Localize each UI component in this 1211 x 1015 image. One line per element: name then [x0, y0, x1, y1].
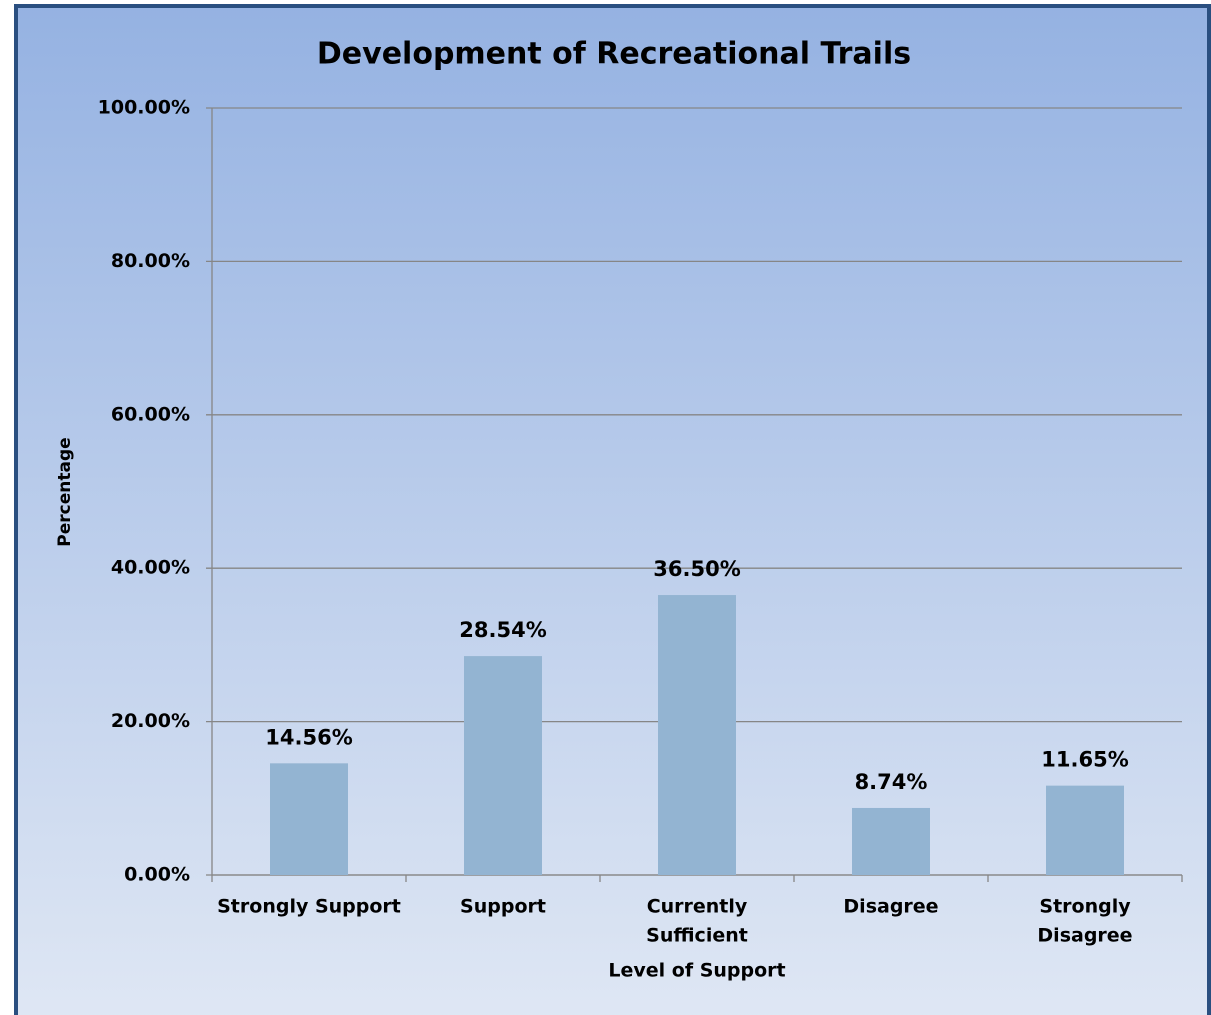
y-tick-label: 40.00%	[111, 557, 190, 579]
x-tick-label: Disagree	[843, 896, 938, 918]
chart-title: Development of Recreational Trails	[317, 37, 911, 72]
x-axis-title: Level of Support	[608, 960, 785, 982]
y-tick-label: 80.00%	[111, 250, 190, 272]
data-label: 8.74%	[855, 770, 928, 794]
x-tick-label: Disagree	[1037, 925, 1132, 947]
data-label: 14.56%	[265, 725, 352, 749]
bar	[658, 595, 736, 875]
bar	[464, 656, 542, 875]
data-label: 36.50%	[653, 557, 740, 581]
bar	[1046, 785, 1124, 875]
x-tick-label: Strongly Support	[217, 896, 401, 918]
y-tick-label: 60.00%	[111, 403, 190, 425]
y-axis-title: Percentage	[55, 437, 75, 546]
y-tick-label: 100.00%	[98, 97, 190, 119]
x-tick-label: Support	[460, 896, 546, 918]
y-tick-label: 0.00%	[124, 864, 190, 886]
bar	[852, 807, 930, 875]
data-label: 11.65%	[1041, 748, 1128, 772]
chart-frame	[14, 4, 1211, 1015]
y-tick-label: 20.00%	[111, 710, 190, 732]
data-label: 28.54%	[459, 618, 546, 642]
x-tick-label: Strongly	[1039, 896, 1131, 918]
x-tick-label: Currently	[647, 896, 748, 918]
x-tick-label: Sufficient	[646, 925, 748, 947]
bar	[270, 763, 348, 875]
